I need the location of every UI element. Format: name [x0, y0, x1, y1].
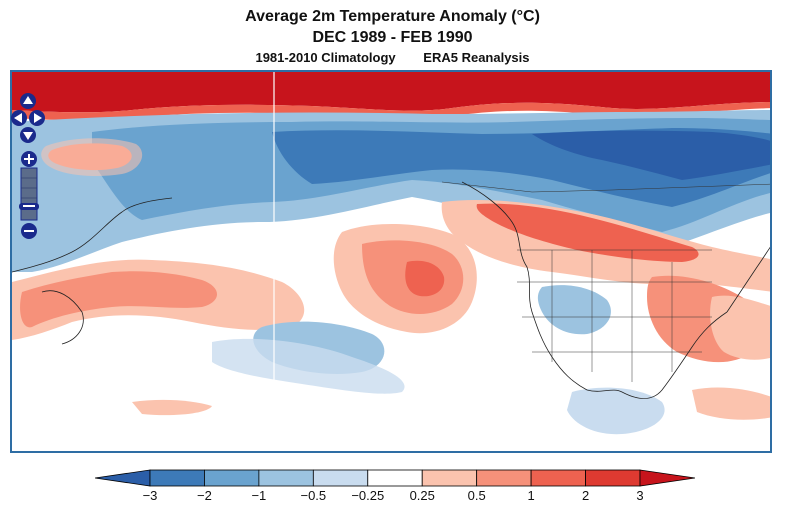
us-southwest-cool	[537, 285, 611, 335]
arrow-down-icon[interactable]	[20, 127, 36, 143]
pan-control[interactable]	[10, 92, 46, 144]
cold-deep	[532, 130, 770, 180]
legend-colorbar: −3 −2 −1 −0.5 −0.25 0.25 0.5 1 2 3	[95, 469, 695, 503]
legend-bin	[530, 469, 586, 487]
legend-bin-above	[639, 469, 695, 487]
legend-tick-label: −3	[143, 488, 158, 503]
legend-tick-label: −0.25	[351, 488, 384, 503]
legend-tick-label: −2	[197, 488, 212, 503]
legend-bin-below	[95, 469, 151, 487]
legend-bin	[204, 469, 260, 487]
political-borders	[441, 181, 770, 382]
legend-tick-label: 1	[527, 488, 534, 503]
legend-bin	[367, 469, 423, 487]
zoom-slider-track[interactable]	[20, 167, 38, 221]
legend-bin	[421, 469, 478, 487]
legend-tick-label: 0.5	[468, 488, 486, 503]
legend-bin	[476, 469, 532, 487]
siberia-warm-edge	[41, 138, 143, 176]
dataset-label: ERA5 Reanalysis	[423, 50, 530, 65]
legend-tick-label: −1	[251, 488, 266, 503]
nw-pacific-warm-core	[20, 271, 217, 328]
legend-bin	[149, 469, 205, 487]
legend-tick-label: −0.5	[300, 488, 326, 503]
arctic-warm-anomaly	[12, 72, 770, 113]
arrow-left-icon[interactable]	[11, 110, 27, 126]
pacific-warm-core	[405, 260, 445, 297]
legend-tick-label: 3	[636, 488, 643, 503]
south-cool-streak	[567, 387, 665, 435]
legend-bin	[258, 469, 314, 487]
arrow-up-icon[interactable]	[20, 93, 36, 109]
arrow-right-icon[interactable]	[29, 110, 45, 126]
legend-tick-label: 2	[582, 488, 589, 503]
legend-tick-label: 0.25	[410, 488, 435, 503]
atlantic-warm	[710, 295, 770, 360]
south-east-warm	[692, 387, 770, 420]
arctic-warm-edge	[12, 102, 770, 121]
zoom-control[interactable]	[18, 150, 40, 242]
west-warm-core	[476, 203, 699, 262]
anomaly-field	[12, 72, 770, 451]
minus-icon[interactable]	[21, 223, 37, 239]
coastlines	[12, 181, 770, 399]
legend-bin	[312, 469, 369, 487]
map-period: DEC 1989 - FEB 1990	[312, 29, 473, 46]
climatology-label: 1981-2010 Climatology	[255, 50, 396, 65]
anomaly-map[interactable]	[10, 70, 772, 453]
south-warm-streak	[132, 399, 212, 416]
map-title: Average 2m Temperature Anomaly (°C)	[245, 8, 540, 25]
subtropical-cool-edge	[212, 338, 405, 394]
plus-icon[interactable]	[21, 151, 37, 167]
legend-bin	[585, 469, 641, 487]
map-subtitle: 1981-2010 Climatology ERA5 Reanalysis	[0, 50, 785, 65]
